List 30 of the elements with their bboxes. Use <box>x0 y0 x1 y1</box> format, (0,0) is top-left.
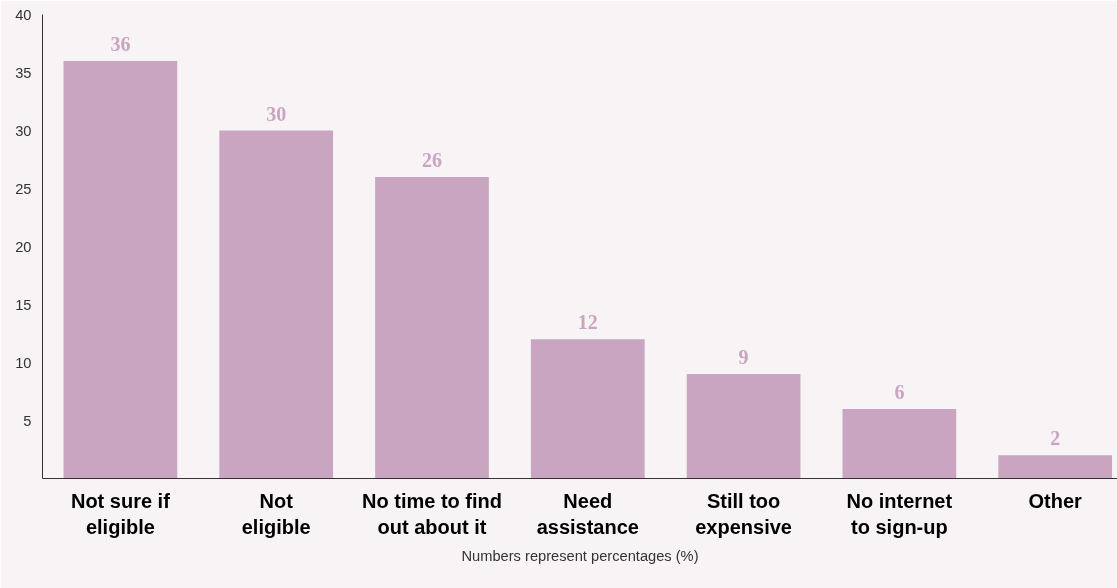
y-tick-label: 25 <box>15 180 32 197</box>
x-tick-label: No time to find out about it <box>362 489 502 538</box>
bar <box>530 339 645 479</box>
data-label: 9 <box>738 346 749 369</box>
bar <box>998 455 1113 479</box>
data-label: 2 <box>1050 427 1061 450</box>
y-tick-label: 40 <box>15 6 32 23</box>
x-tick-label: Need assistance <box>536 489 639 538</box>
data-label: 30 <box>266 102 287 125</box>
bar <box>63 60 178 479</box>
y-tick-label: 30 <box>15 122 32 139</box>
x-tick-label: Other <box>1028 489 1083 512</box>
y-tick-label: 20 <box>15 238 32 255</box>
data-label: 26 <box>421 148 442 171</box>
x-tick-label: Still too expensive <box>695 489 792 538</box>
data-label: 12 <box>577 311 598 334</box>
y-tick-label: 35 <box>15 64 32 81</box>
bar <box>842 408 957 479</box>
x-tick-label: Not sure if eligible <box>70 489 171 538</box>
y-tick-label: 10 <box>15 354 32 371</box>
bar <box>219 130 334 479</box>
data-label: 6 <box>894 380 905 403</box>
text: Numbers represent percentages (%) <box>461 547 699 564</box>
x-tick-label: No internet to sign-up <box>846 489 953 538</box>
x-tick-label: Not eligible <box>241 489 311 538</box>
data-label: 36 <box>110 32 131 55</box>
y-tick-label: 15 <box>15 296 32 313</box>
bar <box>686 374 801 479</box>
bar <box>375 176 489 479</box>
y-tick-label: 5 <box>23 412 32 429</box>
